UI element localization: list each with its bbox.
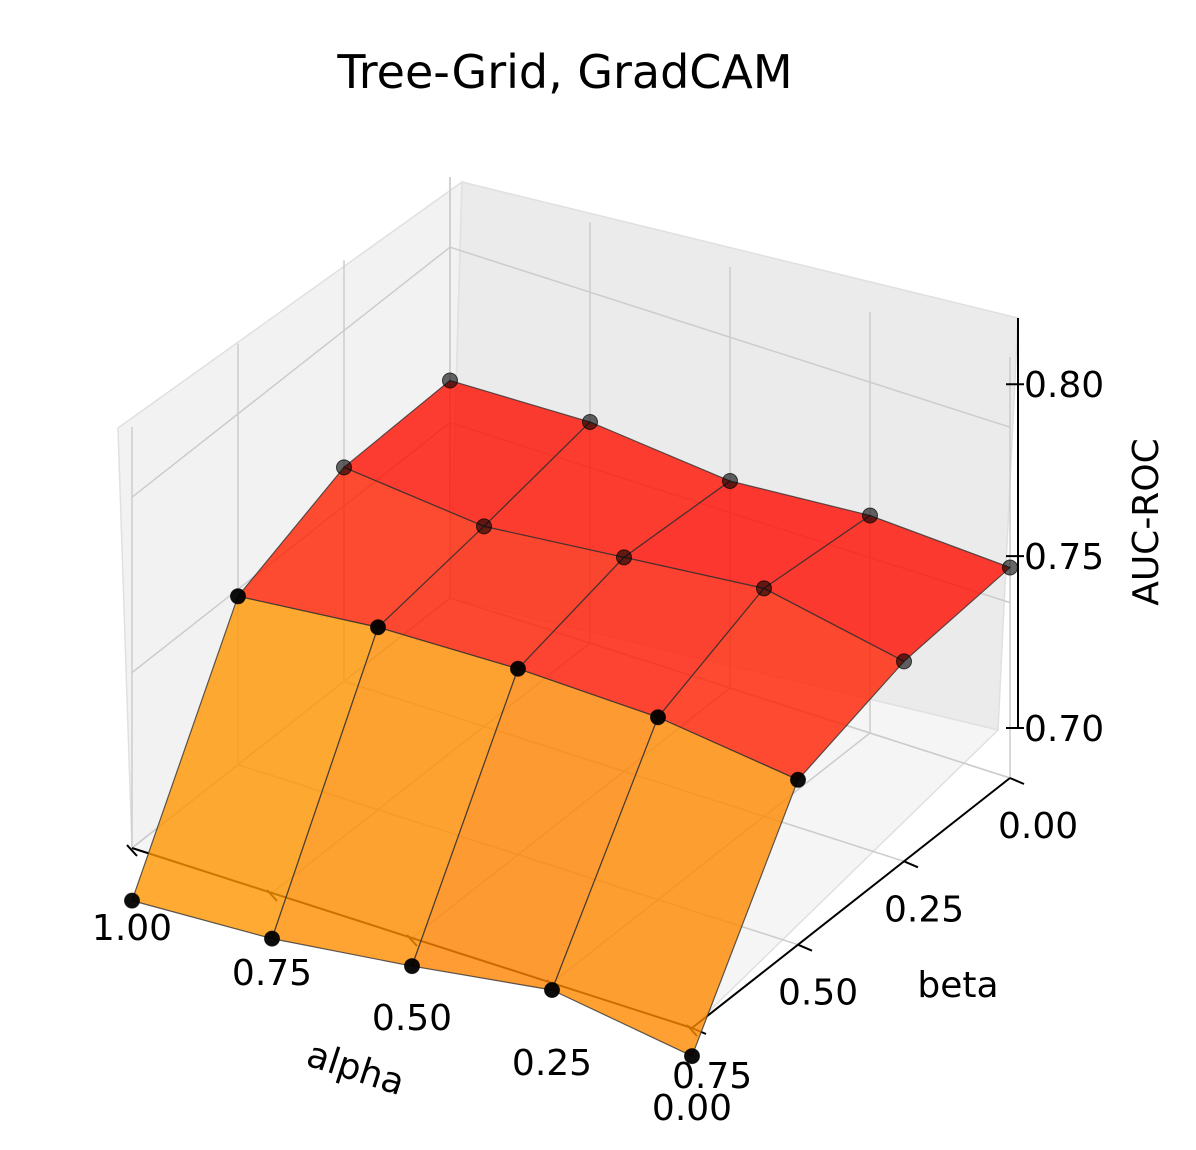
x-tick-label: 0.00 (652, 1088, 732, 1129)
y-tick-label: 0.75 (672, 1056, 752, 1097)
data-point (650, 709, 666, 726)
data-point (862, 507, 878, 524)
y-tick-label: 0.00 (998, 806, 1078, 847)
z-tick-label: 0.70 (1024, 709, 1104, 750)
data-point (722, 473, 738, 490)
grid-line-z (131, 246, 1011, 498)
z-tick-label: 0.75 (1024, 537, 1104, 578)
tick-labels: 1.00 0.75 0.50 0.25 0.00 0.00 0.25 0.50 0.75 0.70… (92, 365, 1104, 1129)
y-axis-label: beta (917, 965, 998, 1006)
x-tick-label: 0.75 (232, 953, 312, 994)
data-point (336, 459, 352, 476)
data-point (582, 413, 598, 430)
x-tick-mark (126, 844, 138, 857)
surface (131, 379, 1012, 1057)
x-tick-label: 1.00 (92, 908, 172, 949)
data-point (404, 958, 420, 975)
z-axis-label: AUC-ROC (1126, 438, 1167, 606)
y-axis-line (691, 777, 1011, 1029)
data-point (790, 771, 806, 788)
data-point (896, 653, 912, 670)
data-point (230, 588, 246, 605)
y-tick-mark (797, 943, 813, 952)
y-tick-label: 0.50 (778, 973, 858, 1014)
z-tick-label: 0.80 (1024, 365, 1104, 406)
y-tick-label: 0.25 (884, 889, 964, 930)
data-point (616, 549, 632, 566)
data-point (264, 930, 280, 947)
data-point (684, 1048, 700, 1065)
chart-title: Tree-Grid, GradCAM (336, 45, 792, 99)
x-axis-label: alpha (302, 1034, 410, 1104)
data-point (544, 982, 560, 999)
x-tick-label: 0.25 (512, 1043, 592, 1084)
data-point (442, 372, 458, 389)
x-tick-label: 0.50 (372, 998, 452, 1039)
data-points (124, 372, 1018, 1065)
data-point (476, 518, 492, 535)
data-point (510, 660, 526, 677)
y-tick-mark (1009, 777, 1025, 785)
data-point (370, 619, 386, 636)
data-point (756, 580, 772, 597)
data-point (1002, 559, 1018, 576)
data-point (124, 892, 140, 909)
y-tick-mark (903, 860, 919, 869)
